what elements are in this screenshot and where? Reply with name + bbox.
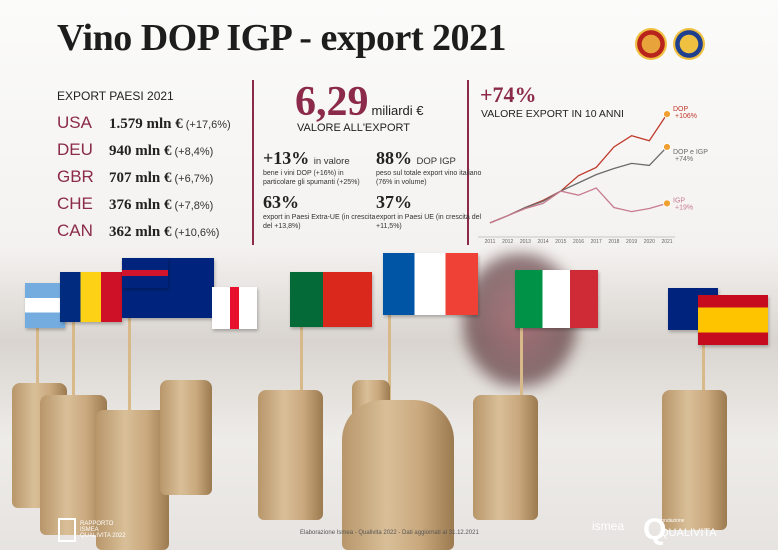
stat-desc: bene i vini DOP (+16%) in particolare gl… — [263, 170, 360, 186]
report-label: RAPPORTO ISMEA QUALIVITA 2022 — [80, 521, 126, 539]
series-line-dop — [489, 113, 668, 224]
country-value: 376 mln € — [109, 197, 172, 213]
divider — [467, 80, 469, 245]
total-unit: miliardi € — [371, 103, 424, 118]
stat: 37% export in Paesi UE (in crescita del +… — [376, 192, 491, 231]
page-title: Vino DOP IGP - export 2021 — [57, 17, 506, 59]
series-name: IGP — [673, 197, 685, 204]
x-tick-label: 2019 — [626, 239, 637, 245]
x-tick-label: 2016 — [573, 239, 584, 245]
country-row: GBR 707 mln € (+6,7%) — [57, 167, 213, 187]
series-line-igp — [489, 187, 668, 224]
stat-number: 88% — [376, 148, 412, 168]
series-name: DOP — [673, 106, 689, 113]
line-chart: 2011 2012 2013 2014 2015 2016 2017 2018 2019 2020… — [478, 106, 708, 245]
series-end-label: +19% — [675, 204, 693, 211]
chart-subtitle: VALORE EXPORT IN 10 ANNI — [481, 108, 624, 120]
stat-unit: DOP IGP — [416, 156, 456, 167]
total-label: VALORE ALL'EXPORT — [297, 122, 410, 134]
dop-seal-icon — [635, 28, 667, 60]
country-row: USA 1.579 mln € (+17,6%) — [57, 113, 231, 133]
stat-number: 63% — [263, 192, 299, 212]
country-change: (+17,6%) — [185, 119, 231, 131]
country-change: (+6,7%) — [174, 173, 214, 185]
stat-desc: export in Paesi UE (in crescita del +11,… — [376, 214, 482, 230]
country-value: 940 mln € — [109, 143, 172, 159]
series-end-label: +74% — [675, 156, 693, 163]
series-name: DOP e IGP — [673, 149, 708, 156]
x-tick-label: 2013 — [520, 239, 531, 245]
stat-desc: export in Paesi Extra-UE (in crescita de… — [263, 214, 376, 230]
series-end-marker — [663, 110, 671, 119]
total-export: 6,29 miliardi € — [295, 78, 424, 126]
country-row: DEU 940 mln € (+8,4%) — [57, 140, 213, 160]
country-code: GBR — [57, 167, 94, 186]
igp-seal-icon — [673, 28, 705, 60]
series-end-marker — [663, 143, 671, 151]
country-code: CHE — [57, 194, 93, 213]
stat: +13% in valore bene i vini DOP (+16%) in … — [263, 148, 378, 187]
report-logo-icon — [58, 518, 76, 542]
country-value: 1.579 mln € — [109, 116, 183, 132]
ismea-logo: ismea — [592, 519, 625, 533]
total-value: 6,29 — [295, 79, 369, 125]
country-value: 707 mln € — [109, 170, 172, 186]
country-code: CAN — [57, 221, 93, 240]
x-tick-label: 2014 — [538, 239, 549, 245]
x-tick-label: 2020 — [644, 239, 655, 245]
x-tick-label: 2012 — [502, 239, 513, 245]
series-end-marker — [663, 199, 671, 208]
country-change: (+10,6%) — [174, 227, 220, 239]
country-change: (+7,8%) — [174, 200, 214, 212]
x-tick-label: 2017 — [591, 239, 602, 245]
country-code: USA — [57, 113, 92, 132]
x-tick-label: 2015 — [555, 239, 566, 245]
country-row: CAN 362 mln € (+10,6%) — [57, 221, 219, 241]
divider — [252, 80, 254, 245]
x-tick-label: 2018 — [608, 239, 619, 245]
country-code: DEU — [57, 140, 93, 159]
x-tick-label: 2011 — [485, 239, 496, 245]
chart-title: +74% — [480, 82, 537, 107]
stat-number: +13% — [263, 148, 310, 168]
country-change: (+8,4%) — [174, 146, 214, 158]
stat: 63% export in Paesi Extra-UE (in crescita… — [263, 192, 378, 231]
stat-unit: in valore — [313, 156, 350, 167]
country-value: 362 mln € — [109, 224, 172, 240]
qualivita-logo-icon: Q — [643, 513, 667, 546]
stat-desc: peso sul totale export vino italiano (76… — [376, 170, 482, 186]
source-note: Elaborazione Ismea - Qualivita 2022 - Da… — [300, 530, 479, 536]
countries-heading: EXPORT PAESI 2021 — [57, 89, 174, 103]
qualivita-small: fondazione — [660, 518, 685, 524]
country-row: CHE 376 mln € (+7,8%) — [57, 194, 213, 214]
stat-number: 37% — [376, 192, 412, 212]
x-tick-label: 2021 — [661, 239, 672, 245]
qualivita-name: QUALIVITA — [660, 527, 717, 539]
series-end-label: +106% — [675, 113, 697, 120]
stat: 88% DOP IGP peso sul totale export vino i… — [376, 148, 491, 187]
